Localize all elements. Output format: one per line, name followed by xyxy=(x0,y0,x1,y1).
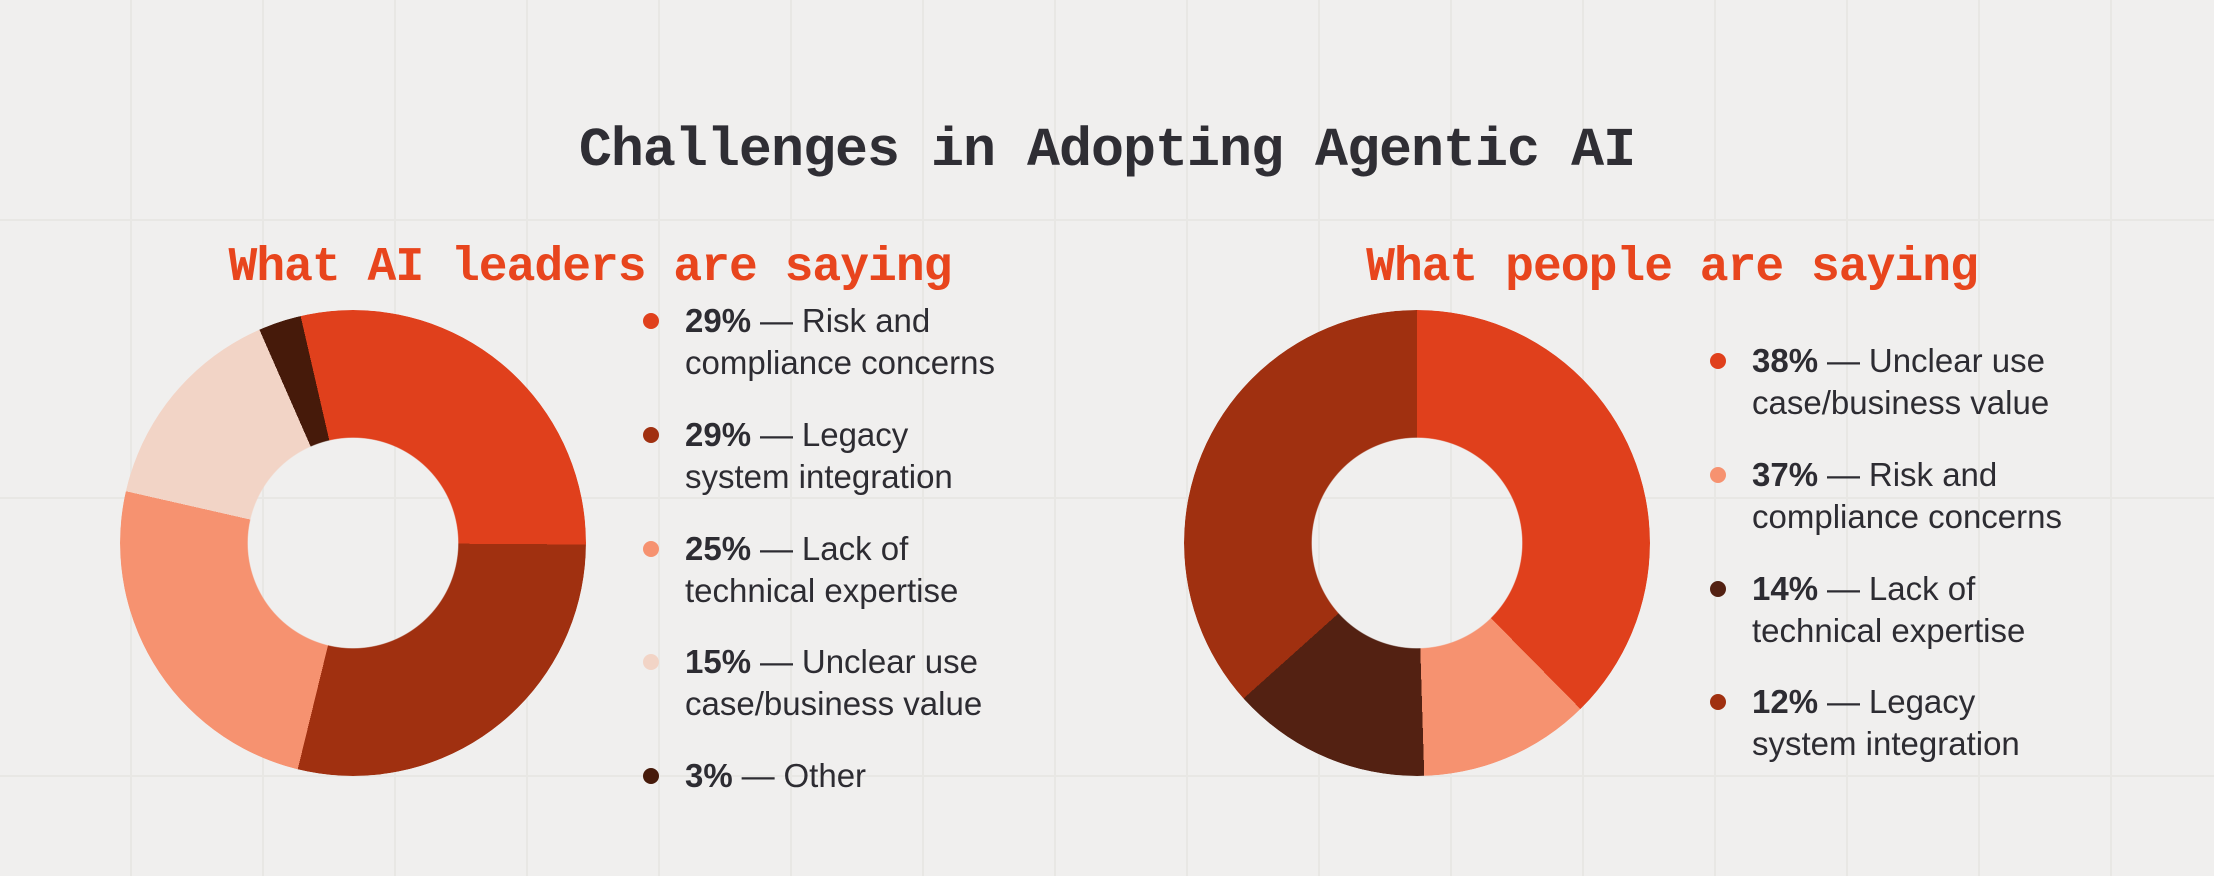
legend-item: 37% — Risk and compliance concerns xyxy=(1710,454,2070,538)
legend-item: 38% — Unclear use case/business value xyxy=(1710,340,2070,424)
legend-percentage: 15% xyxy=(685,643,752,681)
legend-item: 15% — Unclear use case/business value xyxy=(643,641,1003,725)
chart-title-right: What people are saying xyxy=(1366,240,1979,295)
legend-dash: — xyxy=(759,643,793,681)
legend-description: Unclear use case/business value xyxy=(685,643,983,723)
donut-chart-left xyxy=(120,310,586,776)
legend-percentage: 29% xyxy=(685,415,752,453)
legend-item: 29% — Legacy system integration xyxy=(643,414,1003,498)
donut-chart-right xyxy=(1184,310,1650,776)
legend-swatch-icon xyxy=(643,313,659,329)
legend-swatch-icon xyxy=(643,426,659,443)
legend-percentage: 14% xyxy=(1752,569,1819,607)
legend-item: 29% — Risk and compliance concerns xyxy=(643,300,1003,384)
legend-description: Risk and compliance concerns xyxy=(1752,455,2062,535)
background-gridline-horizontal xyxy=(0,497,2214,499)
legend-swatch-icon xyxy=(643,540,659,557)
legend-description: Legacy system integration xyxy=(685,415,953,495)
chart-title-left: What AI leaders are saying xyxy=(228,240,953,295)
legend-description: Other xyxy=(783,757,867,795)
legend-percentage: 3% xyxy=(685,757,733,795)
legend-description: Lack of technical expertise xyxy=(1752,569,2026,649)
legend-description: Lack of technical expertise xyxy=(685,529,959,609)
legend-description: Legacy system integration xyxy=(1752,683,2020,763)
legend-label: 3% — Other xyxy=(685,755,866,797)
legend-swatch-icon xyxy=(643,768,659,785)
legend-left: 29% — Risk and compliance concerns 29% — Leg… xyxy=(643,300,1003,797)
legend-item: 14% — Lack of technical expertise xyxy=(1710,568,2070,652)
legend-label: 38% — Unclear use case/business value xyxy=(1752,340,2070,424)
legend-description: Risk and compliance concerns xyxy=(685,302,995,381)
legend-label: 29% — Legacy system integration xyxy=(685,414,1003,498)
legend-label: 37% — Risk and compliance concerns xyxy=(1752,454,2070,538)
legend-dash: — xyxy=(1826,683,1860,721)
legend-dash: — xyxy=(1826,569,1860,607)
legend-dash: — xyxy=(1826,455,1860,493)
legend-dash: — xyxy=(759,302,793,339)
legend-label: 12% — Legacy system integration xyxy=(1752,681,2070,765)
legend-dash: — xyxy=(759,529,793,567)
legend-item: 25% — Lack of technical expertise xyxy=(643,528,1003,612)
legend-right: 38% — Unclear use case/business value 37% —… xyxy=(1710,340,2070,765)
legend-swatch-icon xyxy=(643,654,659,671)
legend-swatch-icon xyxy=(1710,694,1726,711)
legend-dash: — xyxy=(1826,342,1860,379)
legend-dash: — xyxy=(741,757,775,795)
legend-dash: — xyxy=(759,415,793,453)
legend-percentage: 29% xyxy=(685,302,752,339)
legend-label: 29% — Risk and compliance concerns xyxy=(685,300,1003,384)
legend-swatch-icon xyxy=(1710,353,1726,369)
legend-item: 12% — Legacy system integration xyxy=(1710,681,2070,765)
legend-label: 14% — Lack of technical expertise xyxy=(1752,568,2070,652)
legend-percentage: 12% xyxy=(1752,683,1819,721)
background-gridline-horizontal xyxy=(0,775,2214,777)
legend-percentage: 25% xyxy=(685,529,752,567)
legend-percentage: 37% xyxy=(1752,455,1819,493)
legend-swatch-icon xyxy=(1710,580,1726,597)
background-gridline-horizontal xyxy=(0,219,2214,221)
legend-description: Unclear use case/business value xyxy=(1752,342,2050,421)
legend-label: 15% — Unclear use case/business value xyxy=(685,641,1003,725)
page-title: Challenges in Adopting Agentic AI xyxy=(578,118,1636,182)
legend-percentage: 38% xyxy=(1752,342,1819,379)
legend-swatch-icon xyxy=(1710,466,1726,483)
legend-label: 25% — Lack of technical expertise xyxy=(685,528,1003,612)
legend-item: 3% — Other xyxy=(643,755,1003,797)
